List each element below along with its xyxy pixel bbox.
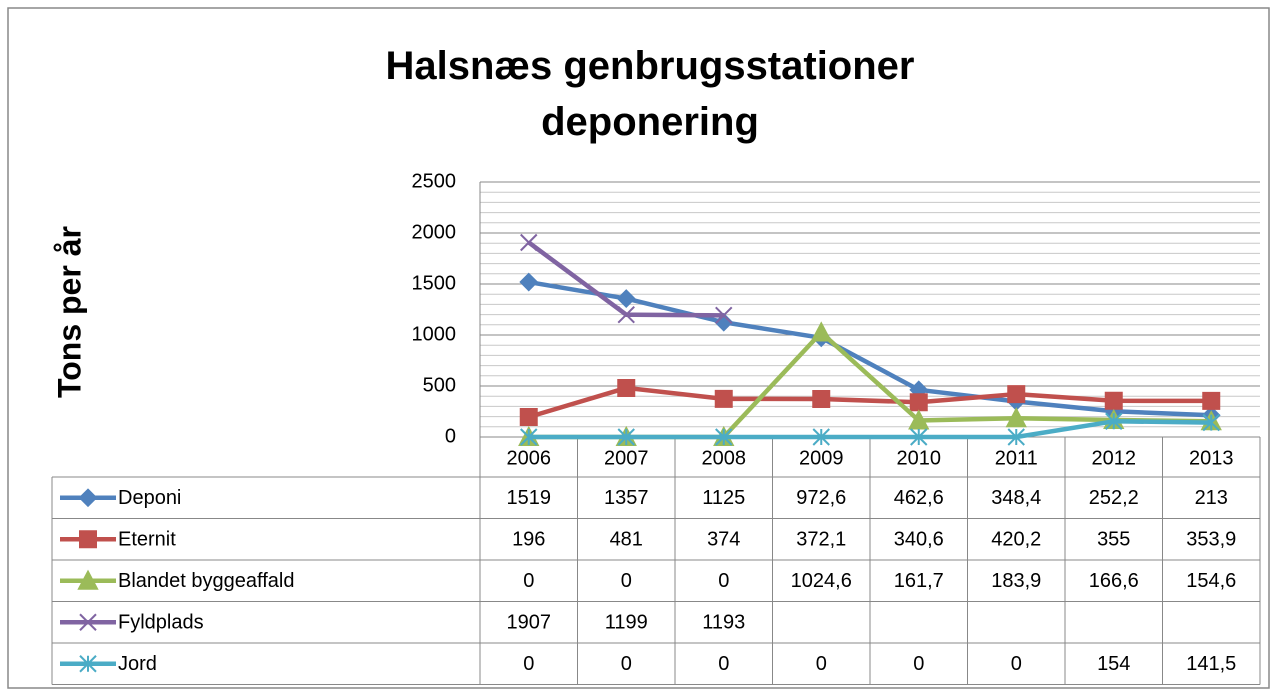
table-value: 166,6 <box>1089 570 1139 592</box>
marker <box>519 408 538 427</box>
marker <box>715 428 733 446</box>
x-tick-label: 2008 <box>702 447 747 469</box>
table-value: 372,1 <box>796 529 846 551</box>
table-value: 1024,6 <box>791 570 852 592</box>
marker <box>812 390 831 409</box>
marker <box>1202 413 1220 432</box>
marker <box>810 321 832 342</box>
table-value: 213 <box>1195 487 1228 509</box>
marker <box>908 409 930 430</box>
series-line <box>528 279 1212 418</box>
marker <box>910 428 928 446</box>
x-tick-label: 2012 <box>1092 447 1137 469</box>
table-value: 1125 <box>702 487 745 509</box>
marker <box>617 378 636 397</box>
table-value: 1199 <box>605 612 648 634</box>
table-value: 161,7 <box>894 570 944 592</box>
series-line <box>528 419 1212 440</box>
marker <box>715 306 733 325</box>
table-value: 183,9 <box>991 570 1041 592</box>
table-value: 141,5 <box>1186 653 1236 675</box>
table-value: 1357 <box>604 487 649 509</box>
table-value: 1193 <box>702 612 745 634</box>
marker <box>519 272 539 292</box>
table-value: 0 <box>523 653 534 675</box>
legend-label: Fyldplads <box>118 612 204 634</box>
marker <box>1005 407 1027 428</box>
marker <box>79 613 97 631</box>
table-value: 0 <box>816 653 827 675</box>
table-value: 420,2 <box>991 529 1041 551</box>
marker <box>78 488 98 508</box>
chart-title: Halsnæs genbrugsstationer deponering <box>385 44 915 144</box>
y-tick-label: 500 <box>423 374 456 396</box>
series-line <box>528 385 1212 420</box>
table-value: 481 <box>610 529 643 551</box>
table-value: 355 <box>1097 529 1130 551</box>
table-value: 462,6 <box>894 487 944 509</box>
table-value: 0 <box>523 570 534 592</box>
x-tick-label: 2006 <box>507 447 552 469</box>
marker <box>520 233 538 252</box>
y-axis-label: Tons per år <box>51 226 87 398</box>
table-value: 0 <box>718 653 729 675</box>
table-value: 1907 <box>507 612 552 634</box>
x-tick-label: 2013 <box>1189 447 1234 469</box>
marker <box>812 428 830 446</box>
marker <box>1007 428 1025 446</box>
legend-label: Blandet byggeaffald <box>118 570 294 592</box>
x-tick-label: 2009 <box>799 447 844 469</box>
table-value: 1519 <box>507 487 552 509</box>
marker <box>79 530 97 549</box>
marker <box>909 393 928 412</box>
table-value: 0 <box>621 570 632 592</box>
marker <box>617 428 635 446</box>
marker <box>1007 385 1026 404</box>
x-tick-label: 2011 <box>995 447 1038 469</box>
marker <box>520 428 538 446</box>
x-tick-label: 2010 <box>897 447 942 469</box>
table-value: 196 <box>512 529 545 551</box>
y-tick-label: 1500 <box>412 272 457 294</box>
marker <box>1104 391 1123 410</box>
table-value: 348,4 <box>991 487 1041 509</box>
legend-label: Deponi <box>118 487 181 509</box>
legend-label: Eternit <box>118 529 176 551</box>
marker <box>617 305 635 324</box>
table-value: 154 <box>1097 653 1130 675</box>
y-tick-label: 2500 <box>412 170 457 192</box>
table-value: 154,6 <box>1186 570 1236 592</box>
table-value: 0 <box>913 653 924 675</box>
marker <box>79 655 97 673</box>
table-value: 252,2 <box>1089 487 1139 509</box>
marker <box>616 289 636 309</box>
table-value: 972,6 <box>796 487 846 509</box>
chart-border <box>7 7 1270 689</box>
y-tick-label: 1000 <box>412 323 457 345</box>
table-value: 340,6 <box>894 529 944 551</box>
y-tick-label: 0 <box>445 425 456 447</box>
table-value: 0 <box>718 570 729 592</box>
marker <box>77 569 99 590</box>
table-value: 353,9 <box>1186 529 1236 551</box>
marker <box>714 389 733 408</box>
marker <box>1202 391 1221 410</box>
y-tick-label: 2000 <box>412 221 457 243</box>
marker <box>1105 412 1123 430</box>
table-value: 374 <box>707 529 740 551</box>
table-value: 0 <box>1011 653 1022 675</box>
legend-label: Jord <box>118 653 157 675</box>
x-tick-label: 2007 <box>604 447 649 469</box>
table-value: 0 <box>621 653 632 675</box>
